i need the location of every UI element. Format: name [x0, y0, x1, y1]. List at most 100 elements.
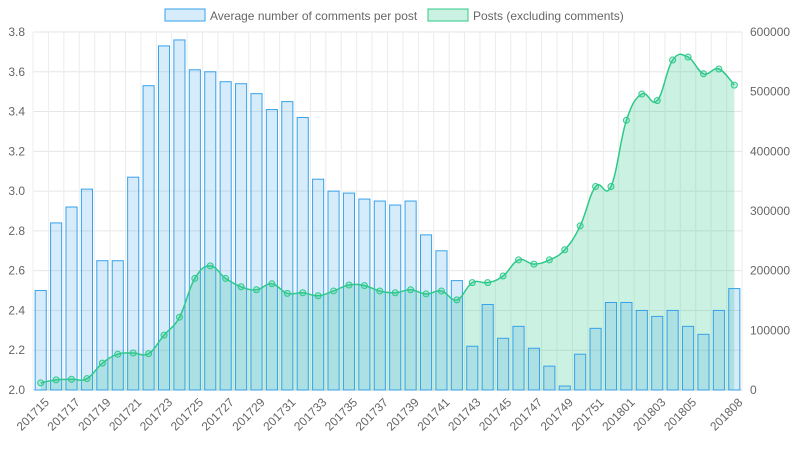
y-left-tick-label: 3.2 — [8, 144, 25, 158]
bar-comments-201722[interactable] — [142, 85, 155, 391]
point-posts-201734[interactable] — [330, 287, 338, 295]
bar-comments-201721[interactable] — [127, 176, 140, 391]
point-posts-201732[interactable] — [299, 289, 307, 297]
bar-comments-201802[interactable] — [635, 309, 648, 391]
bar-comments-201807[interactable] — [712, 309, 725, 391]
point-posts-201717[interactable] — [68, 375, 76, 383]
point-posts-201751[interactable] — [592, 183, 600, 191]
point-posts-201729[interactable] — [252, 286, 260, 294]
bar-comments-201744[interactable] — [481, 303, 494, 391]
bar-comments-201727[interactable] — [219, 81, 232, 391]
bar-comments-201740[interactable] — [419, 234, 433, 391]
bar-comments-201732[interactable] — [296, 117, 309, 391]
point-posts-201744[interactable] — [484, 279, 492, 287]
bar-comments-201808[interactable] — [728, 288, 741, 391]
bar-comments-201728[interactable] — [235, 83, 248, 391]
bar-comments-201806[interactable] — [697, 333, 710, 391]
point-posts-201750[interactable] — [576, 222, 584, 230]
bar-comments-201803[interactable] — [651, 315, 664, 391]
point-posts-201804[interactable] — [669, 56, 677, 64]
point-posts-201735[interactable] — [345, 281, 353, 289]
point-posts-201724[interactable] — [175, 313, 183, 321]
point-posts-201721[interactable] — [129, 349, 137, 357]
bar-comments-201720[interactable] — [111, 260, 124, 391]
bar-comments-201805[interactable] — [682, 325, 695, 391]
bar-comments-201729[interactable] — [250, 93, 263, 391]
point-posts-201805[interactable] — [684, 53, 692, 61]
bar-comments-201716[interactable] — [50, 222, 63, 391]
bar-comments-201726[interactable] — [204, 71, 217, 391]
legend-swatch-posts[interactable] — [427, 8, 469, 22]
bar-comments-201733[interactable] — [312, 178, 325, 391]
bar-comments-201801[interactable] — [620, 301, 633, 391]
bar-comments-201723[interactable] — [157, 45, 171, 391]
point-posts-201730[interactable] — [268, 280, 276, 288]
point-posts-201723[interactable] — [160, 331, 168, 339]
point-posts-201722[interactable] — [145, 350, 153, 358]
point-posts-201752[interactable] — [607, 183, 615, 191]
bar-comments-201748[interactable] — [543, 365, 556, 391]
point-posts-201740[interactable] — [422, 290, 430, 298]
point-posts-201715[interactable] — [37, 379, 45, 387]
bar-comments-201746[interactable] — [512, 325, 525, 391]
point-posts-201736[interactable] — [360, 282, 368, 290]
point-posts-201716[interactable] — [52, 376, 60, 384]
x-tick-label: 201741 — [414, 395, 452, 433]
legend-swatch-comments[interactable] — [164, 8, 206, 22]
point-posts-201738[interactable] — [391, 289, 399, 297]
bar-comments-201735[interactable] — [342, 192, 356, 391]
bar-comments-201745[interactable] — [497, 337, 510, 391]
point-posts-201743[interactable] — [468, 279, 476, 287]
bar-comments-201751[interactable] — [589, 327, 602, 391]
point-posts-201741[interactable] — [437, 287, 445, 295]
bar-comments-201739[interactable] — [404, 200, 417, 391]
bar-comments-201741[interactable] — [435, 250, 448, 391]
bar-comments-201724[interactable] — [173, 39, 186, 391]
point-posts-201802[interactable] — [638, 90, 646, 98]
point-posts-201733[interactable] — [314, 292, 322, 300]
point-posts-201742[interactable] — [453, 296, 461, 304]
bar-comments-201725[interactable] — [188, 69, 201, 391]
bar-comments-201742[interactable] — [450, 280, 463, 391]
point-posts-201727[interactable] — [222, 274, 230, 282]
bar-comments-201736[interactable] — [358, 198, 371, 391]
bar-comments-201730[interactable] — [265, 109, 278, 391]
point-posts-201726[interactable] — [206, 262, 214, 270]
bar-comments-201719[interactable] — [96, 260, 109, 391]
x-tick-label: 201721 — [106, 395, 144, 433]
bar-comments-201750[interactable] — [574, 353, 587, 391]
bar-comments-201747[interactable] — [527, 347, 540, 391]
bar-comments-201717[interactable] — [65, 206, 78, 391]
point-posts-201731[interactable] — [283, 289, 291, 297]
point-posts-201806[interactable] — [699, 70, 707, 78]
point-posts-201803[interactable] — [653, 97, 661, 105]
bar-comments-201804[interactable] — [666, 309, 679, 391]
point-posts-201807[interactable] — [715, 65, 723, 73]
y-right-tick-label: 600000 — [750, 25, 790, 39]
point-posts-201801[interactable] — [622, 116, 630, 124]
bar-comments-201718[interactable] — [80, 188, 93, 391]
bar-comments-201749[interactable] — [558, 385, 571, 391]
x-tick-label: 201737 — [353, 395, 391, 433]
bar-comments-201731[interactable] — [281, 101, 294, 391]
bar-comments-201737[interactable] — [373, 200, 386, 391]
x-axis: 2017152017172017192017212017232017252017… — [14, 395, 746, 433]
bar-comments-201738[interactable] — [389, 204, 402, 391]
bar-comments-201743[interactable] — [466, 345, 479, 391]
point-posts-201718[interactable] — [83, 375, 91, 383]
point-posts-201746[interactable] — [515, 256, 523, 264]
point-posts-201749[interactable] — [561, 246, 569, 254]
point-posts-201719[interactable] — [98, 359, 106, 367]
point-posts-201745[interactable] — [499, 272, 507, 280]
bar-comments-201715[interactable] — [34, 290, 47, 391]
point-posts-201747[interactable] — [530, 260, 538, 268]
point-posts-201748[interactable] — [545, 256, 553, 264]
point-posts-201808[interactable] — [730, 81, 738, 89]
point-posts-201737[interactable] — [376, 287, 384, 295]
x-tick-label: 201719 — [75, 395, 113, 433]
point-posts-201739[interactable] — [407, 286, 415, 294]
point-posts-201728[interactable] — [237, 283, 245, 291]
point-posts-201725[interactable] — [191, 274, 199, 282]
point-posts-201720[interactable] — [114, 350, 122, 358]
bar-comments-201752[interactable] — [604, 301, 618, 391]
